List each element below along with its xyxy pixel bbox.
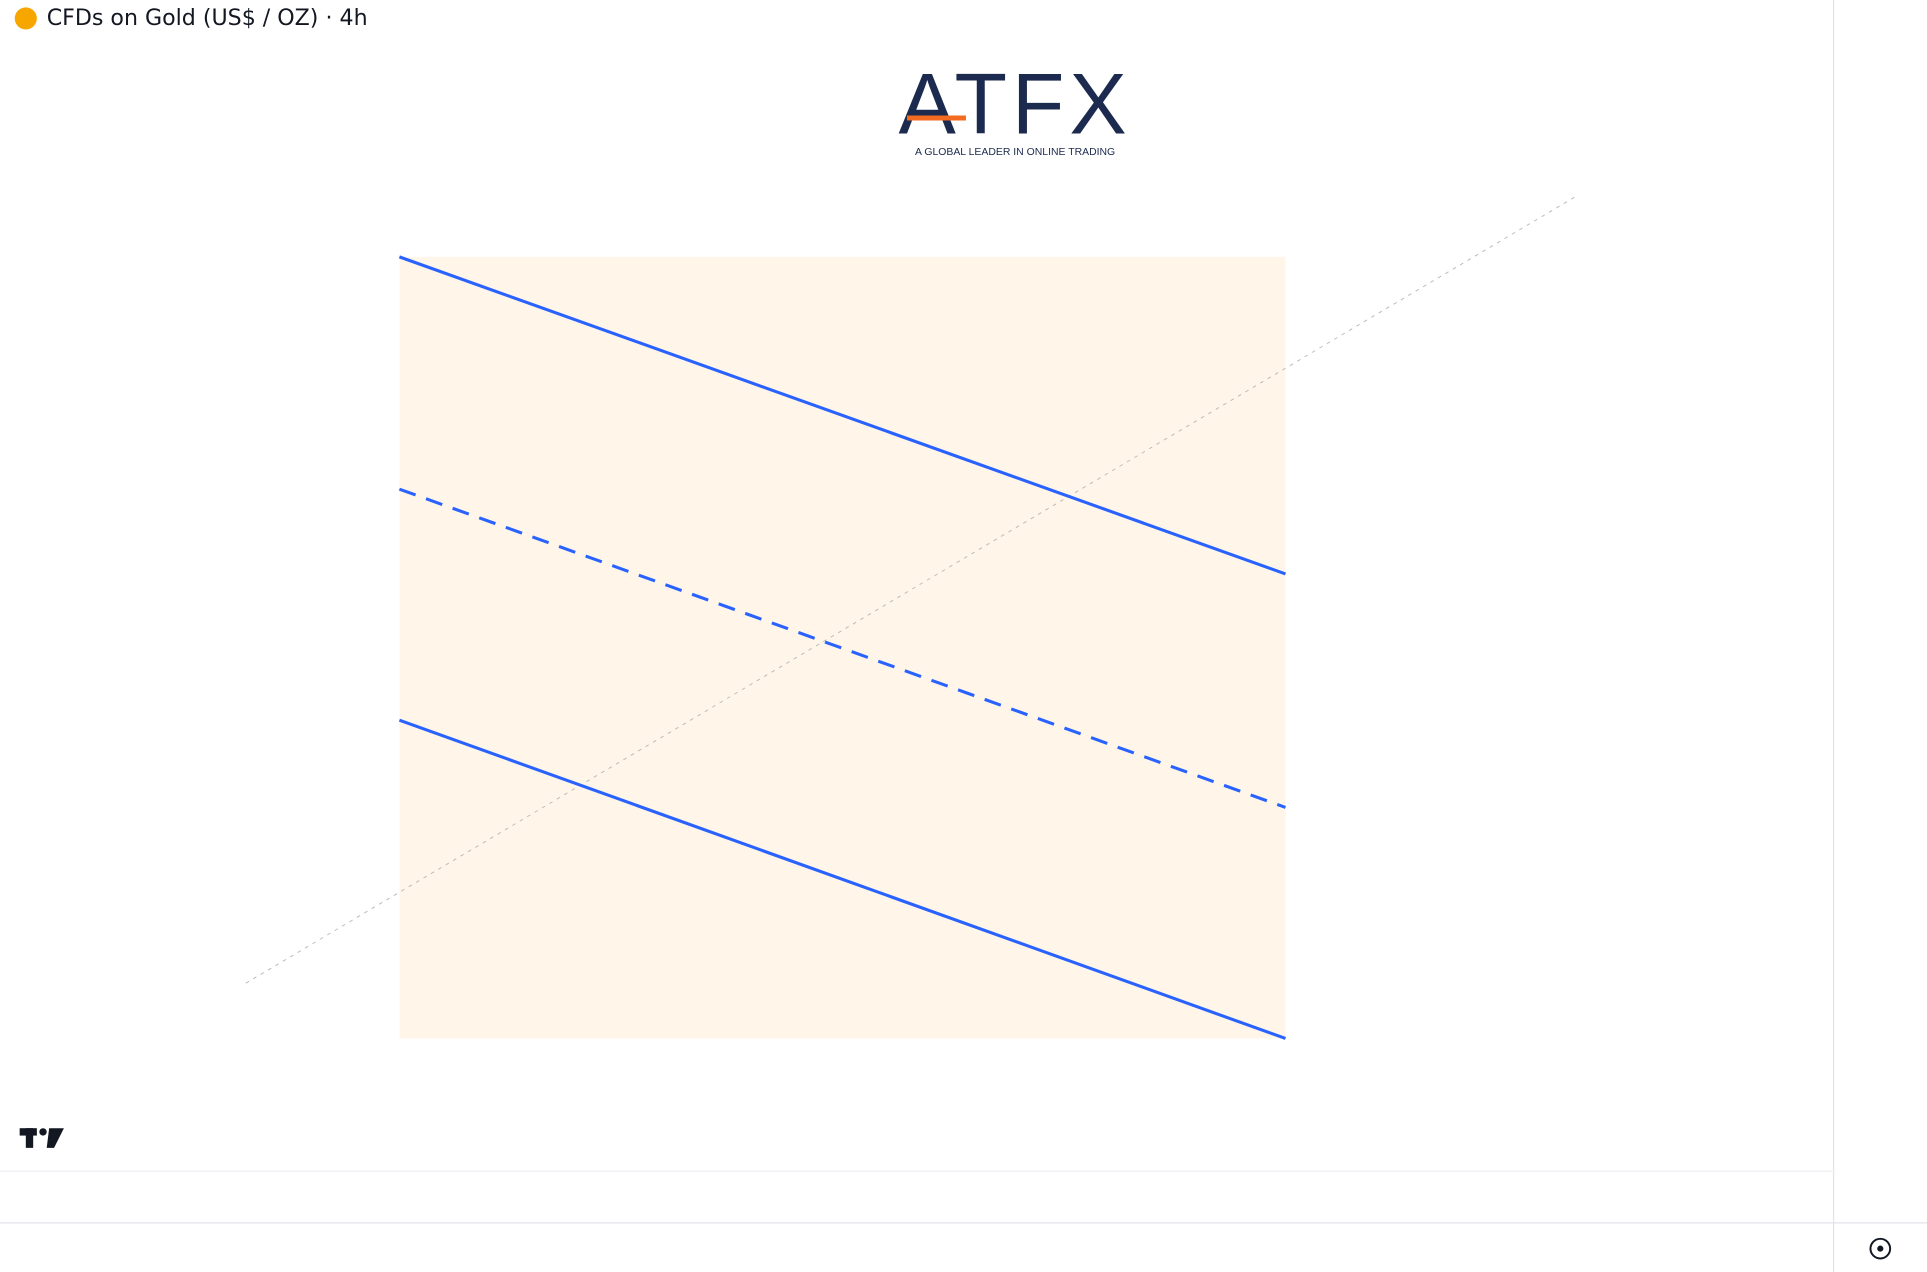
channel-mid	[398, 487, 1287, 809]
channel-fill	[399, 256, 1286, 1039]
settings-icon[interactable]	[1869, 1237, 1892, 1260]
channel-lower	[398, 718, 1287, 1040]
chart-title: CFDs on Gold (US$ / OZ) · 4h	[47, 5, 368, 31]
symbol-icon	[14, 7, 37, 30]
tradingview-logo	[19, 1128, 64, 1148]
logo-tagline: A GLOBAL LEADER IN ONLINE TRADING	[915, 147, 1115, 158]
settings-icon-dot[interactable]	[1877, 1245, 1884, 1252]
channel-upper	[398, 255, 1287, 576]
logo-name: ATFX	[899, 56, 1132, 152]
